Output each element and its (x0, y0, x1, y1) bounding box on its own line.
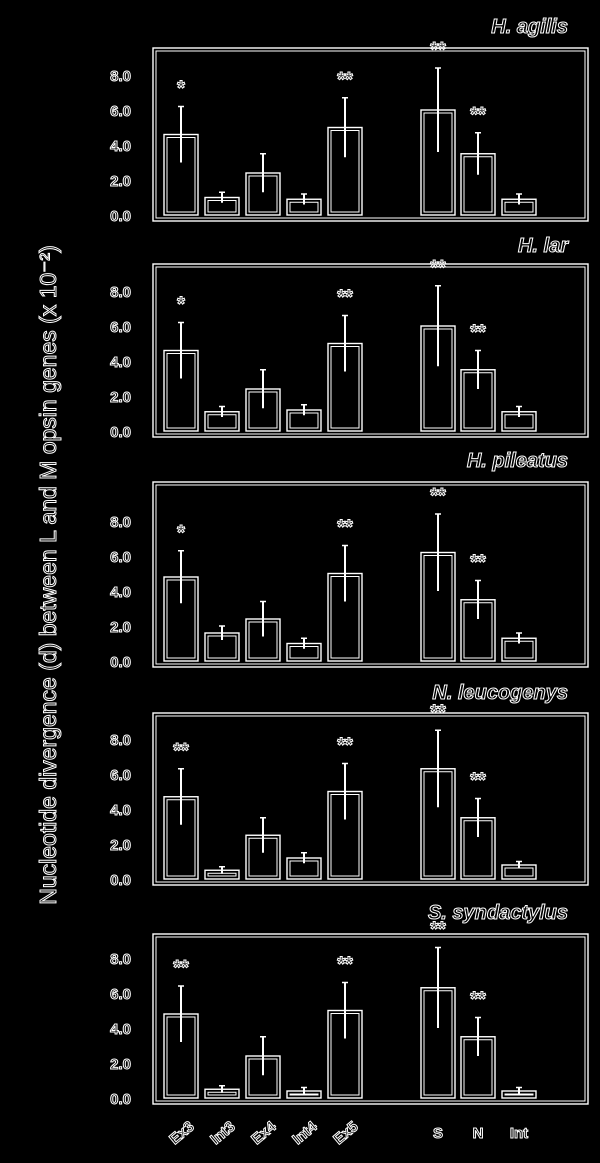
panel-frame-inner (155, 715, 586, 883)
x-tick-label: N (473, 1125, 484, 1142)
significance-marker: ** (470, 322, 486, 344)
y-axis-label: Nucleotide divergence (d) between L and … (35, 245, 61, 905)
significance-marker: ** (430, 39, 446, 61)
panel-frame (152, 481, 589, 668)
y-tick-label: 6.0 (110, 767, 131, 784)
panel-frame-inner (155, 266, 586, 435)
panel-frame (152, 712, 589, 886)
y-tick-label: 6.0 (110, 319, 131, 336)
y-tick-label: 4.0 (110, 802, 131, 819)
panel-title: H. lar (518, 235, 569, 257)
significance-marker: ** (470, 770, 486, 792)
y-tick-label: 6.0 (110, 103, 131, 120)
significance-marker: * (177, 294, 185, 316)
y-tick-label: 2.0 (110, 1056, 131, 1073)
significance-marker: ** (430, 485, 446, 507)
significance-marker: ** (430, 701, 446, 723)
y-tick-label: 4.0 (110, 354, 131, 371)
significance-marker: ** (337, 517, 353, 539)
panel-frame (152, 933, 589, 1105)
significance-marker: ** (337, 954, 353, 976)
significance-marker: ** (337, 287, 353, 309)
y-tick-label: 2.0 (110, 837, 131, 854)
y-tick-label: 0.0 (110, 1091, 131, 1108)
significance-marker: * (177, 78, 185, 100)
y-tick-label: 2.0 (110, 173, 131, 190)
x-tick-label: Int (510, 1125, 528, 1142)
significance-marker: ** (173, 740, 189, 762)
panel-frame (152, 263, 589, 438)
y-tick-label: 6.0 (110, 549, 131, 566)
y-tick-label: 6.0 (110, 986, 131, 1003)
panel-5: S. syndactylus 0.0 2.0 4.0 6.0 8.0 ** ** ** ** (110, 902, 589, 1109)
y-tick-label: 8.0 (110, 514, 131, 531)
significance-marker: ** (430, 257, 446, 279)
x-tick-label: S (433, 1125, 443, 1142)
y-tick-label: 8.0 (110, 951, 131, 968)
panel-frame-inner (155, 484, 586, 665)
panel-title: H. agilis (491, 16, 568, 38)
panel-4: N. leucogenys 0.0 2.0 4.0 6.0 8.0 ** ** ** ** (110, 682, 589, 890)
significance-marker: * (177, 522, 185, 544)
panel-frame-inner (155, 936, 586, 1102)
y-tick-label: 4.0 (110, 138, 131, 155)
significance-marker: ** (337, 69, 353, 91)
panel-frame-inner (155, 50, 586, 219)
panel-frame (152, 47, 589, 222)
panel-title: S. syndactylus (428, 902, 568, 924)
y-tick-label: 2.0 (110, 619, 131, 636)
significance-marker: ** (173, 957, 189, 979)
significance-marker: ** (337, 735, 353, 757)
significance-marker: ** (470, 552, 486, 574)
y-tick-label: 0.0 (110, 872, 131, 889)
significance-marker: ** (470, 104, 486, 126)
y-tick-label: 0.0 (110, 424, 131, 441)
y-tick-label: 8.0 (110, 732, 131, 749)
panel-title: N. leucogenys (432, 682, 568, 704)
panel-title: H. pileatus (467, 450, 568, 472)
y-tick-label: 4.0 (110, 1021, 131, 1038)
significance-marker: ** (430, 919, 446, 941)
y-tick-label: 8.0 (110, 68, 131, 85)
y-tick-label: 0.0 (110, 208, 131, 225)
y-tick-label: 8.0 (110, 284, 131, 301)
y-tick-label: 0.0 (110, 654, 131, 671)
y-tick-label: 4.0 (110, 584, 131, 601)
significance-marker: ** (470, 989, 486, 1011)
y-tick-label: 2.0 (110, 389, 131, 406)
